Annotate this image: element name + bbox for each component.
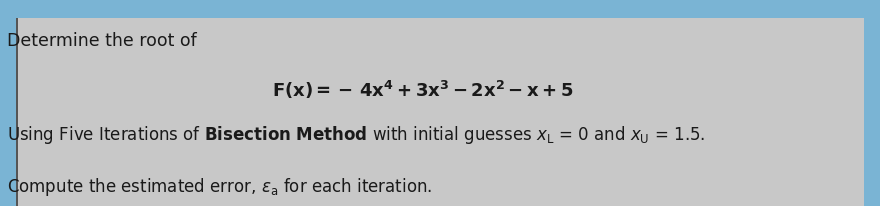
Text: $\mathdefault{F(x) = -\,4x^4 + 3x^3 - 2x^2 - x + 5}$: $\mathdefault{F(x) = -\,4x^4 + 3x^3 - 2x… [272,78,573,101]
Text: Determine the root of: Determine the root of [7,32,197,50]
FancyBboxPatch shape [0,18,16,206]
FancyBboxPatch shape [864,18,880,206]
Text: Compute the estimated error, $\varepsilon_{\rm{a}}$ for each iteration.: Compute the estimated error, $\varepsilo… [7,177,432,198]
Text: Using Five Iterations of $\bf{Bisection\ Method}$ with initial guesses $x_{\rm{L: Using Five Iterations of $\bf{Bisection\… [7,124,706,146]
FancyBboxPatch shape [16,18,18,206]
FancyBboxPatch shape [0,0,880,18]
